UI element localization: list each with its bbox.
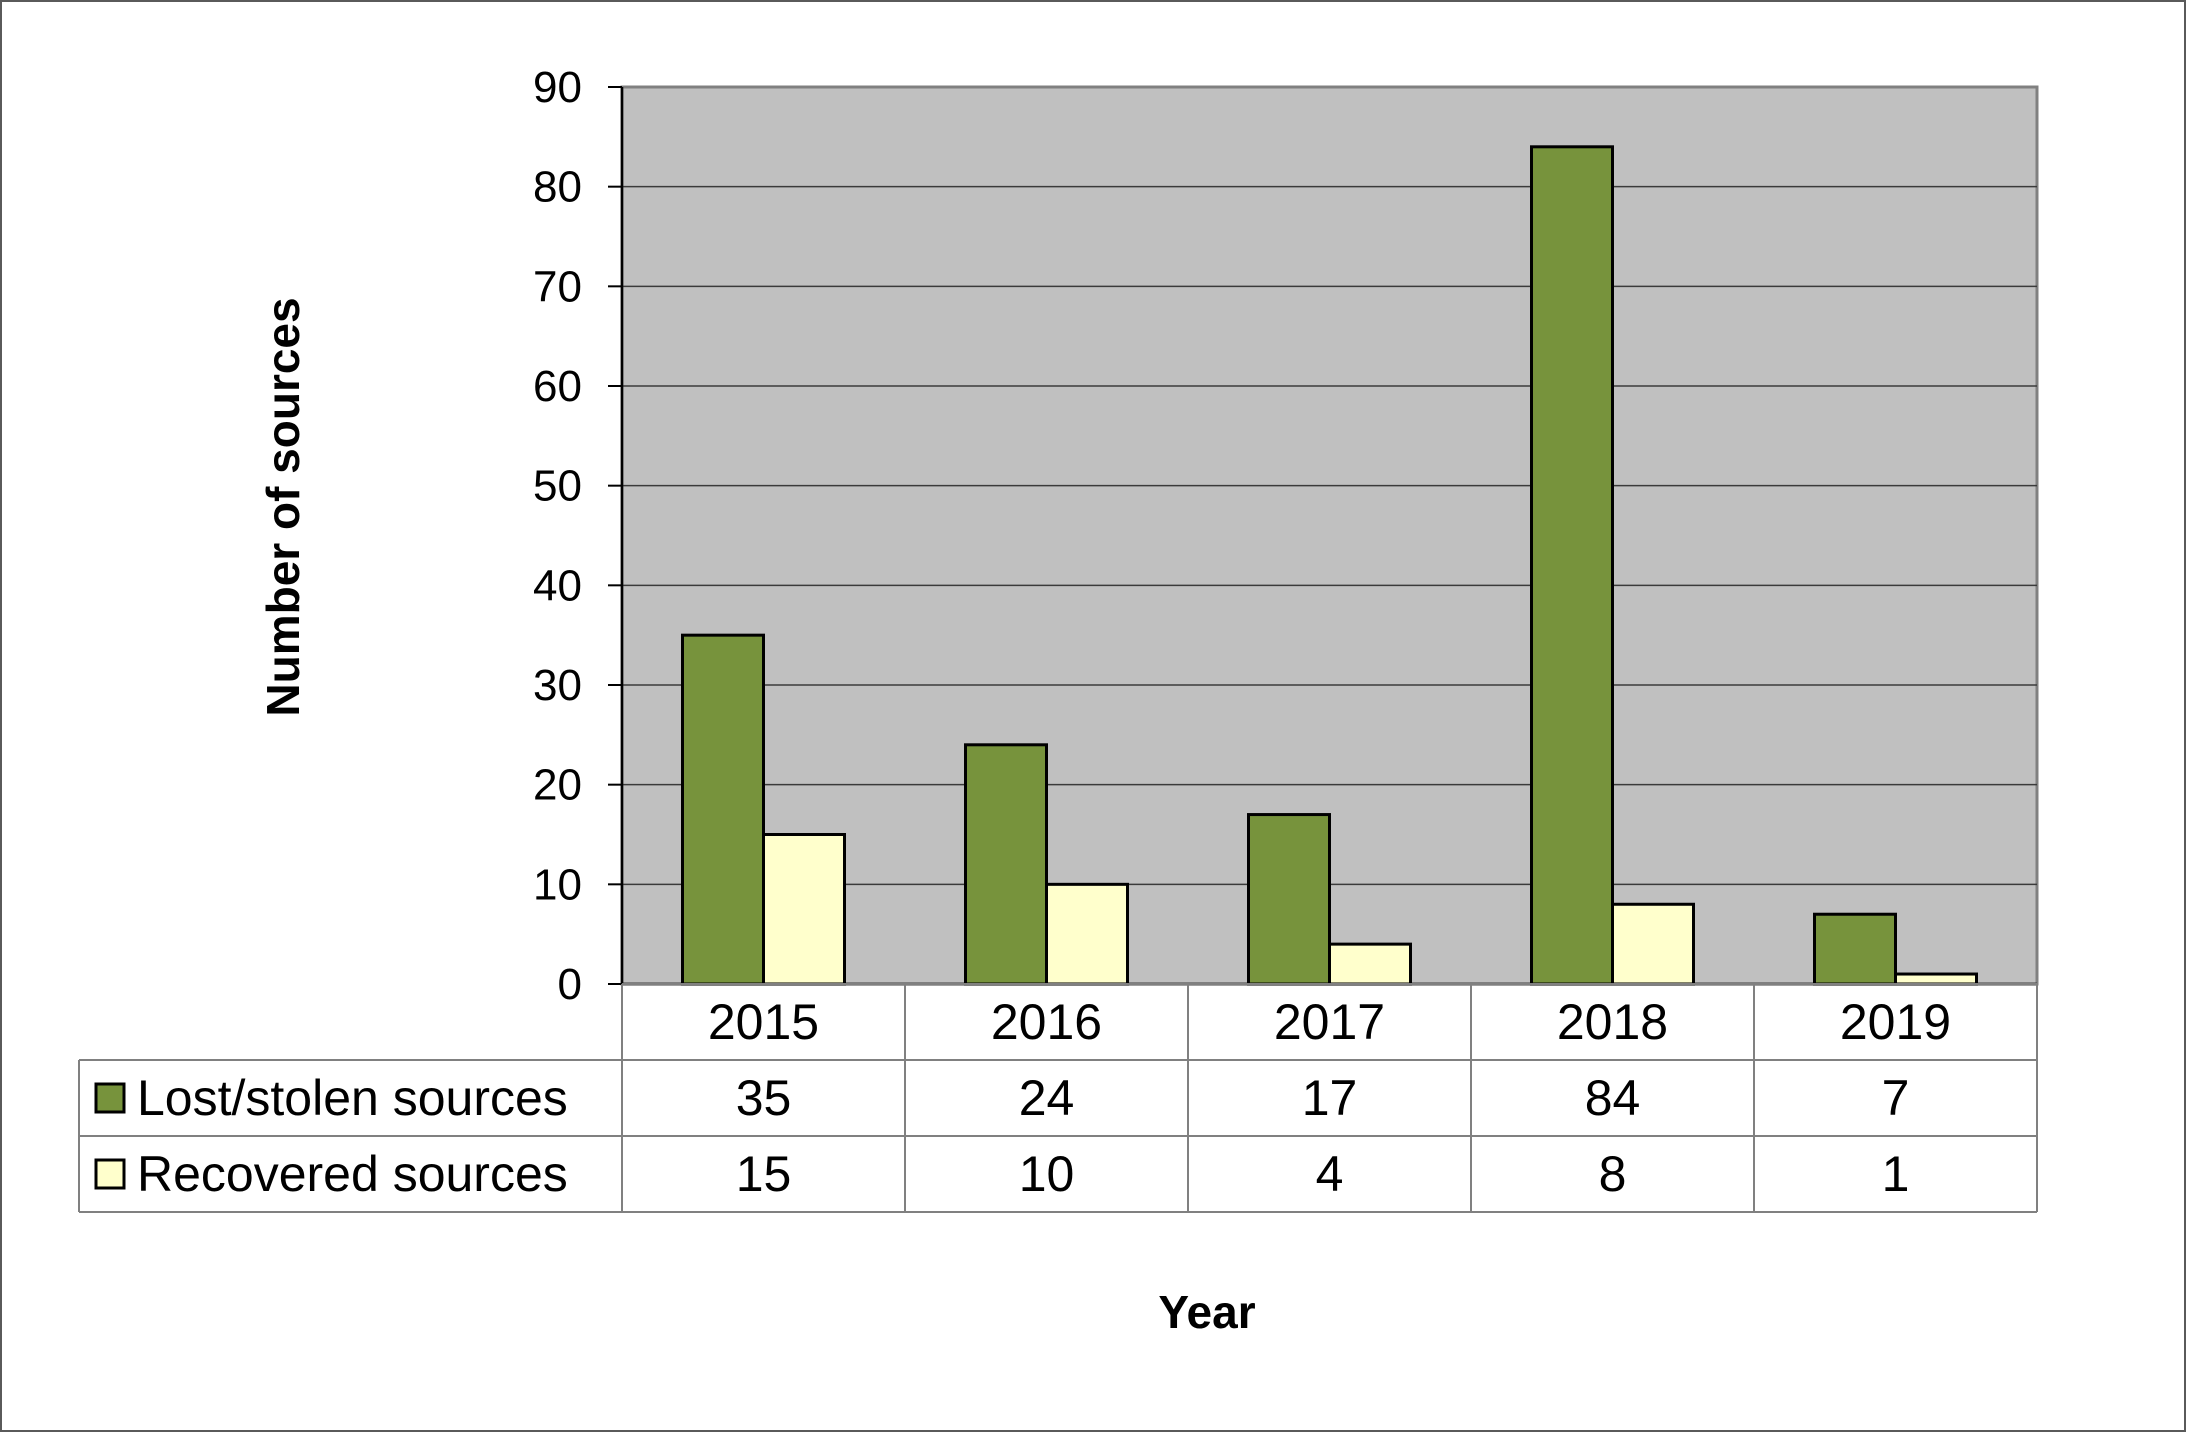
- category-label-2018: 2018: [1557, 994, 1668, 1050]
- y-tick-label: 60: [533, 362, 582, 411]
- y-tick-label: 50: [533, 462, 582, 511]
- legend-label-lost-stolen: Lost/stolen sources: [137, 1070, 568, 1126]
- data-label: 15: [736, 1146, 792, 1202]
- y-tick-label: 30: [533, 661, 582, 710]
- bar-lost-stolen-2018: [1530, 145, 1614, 986]
- bar-lost-stolen-2019: [1813, 912, 1897, 986]
- data-label: 4: [1316, 1146, 1344, 1202]
- legend-key-recovered: [94, 1158, 126, 1190]
- data-label: 35: [736, 1070, 792, 1126]
- data-label: 84: [1585, 1070, 1641, 1126]
- category-label-2015: 2015: [708, 994, 819, 1050]
- legend-key-lost-stolen: [94, 1082, 126, 1114]
- bar-lost-stolen-2016: [964, 743, 1048, 986]
- bar-recovered-2016: [1045, 882, 1129, 986]
- data-label: 1: [1882, 1146, 1910, 1202]
- y-tick-label: 90: [533, 63, 582, 112]
- gridlines: [622, 185, 2037, 886]
- y-tick-label: 40: [533, 561, 582, 610]
- y-tick-label: 20: [533, 761, 582, 810]
- data-label: 7: [1882, 1070, 1910, 1126]
- data-table: 2015 2016 2017 2018 2019 Lost/stolen sources 3…: [78, 983, 2038, 1213]
- y-tick-label: 80: [533, 163, 582, 212]
- legend-label-recovered: Recovered sources: [137, 1146, 568, 1202]
- bar-recovered-2015: [762, 833, 846, 986]
- y-axis-title: Number of sources: [257, 297, 309, 716]
- data-label: 24: [1019, 1070, 1075, 1126]
- bar-recovered-2019: [1894, 972, 1978, 986]
- data-label: 17: [1302, 1070, 1358, 1126]
- category-label-2016: 2016: [991, 994, 1102, 1050]
- category-label-2019: 2019: [1840, 994, 1951, 1050]
- bar-recovered-2017: [1328, 942, 1412, 986]
- bar-lost-stolen-2015: [681, 633, 765, 986]
- category-label-2017: 2017: [1274, 994, 1385, 1050]
- bars: [622, 145, 2037, 986]
- bar-lost-stolen-2017: [1247, 813, 1331, 986]
- data-label: 8: [1599, 1146, 1627, 1202]
- y-axis-ticks: 0 10 20 30 40 50 60 70 80 90: [533, 63, 624, 1009]
- data-label: 10: [1019, 1146, 1075, 1202]
- y-tick-label: 70: [533, 262, 582, 311]
- bar-recovered-2018: [1611, 902, 1695, 986]
- y-tick-label: 0: [558, 960, 582, 1009]
- y-tick-label: 10: [533, 860, 582, 909]
- x-axis-title: Year: [1158, 1286, 1255, 1338]
